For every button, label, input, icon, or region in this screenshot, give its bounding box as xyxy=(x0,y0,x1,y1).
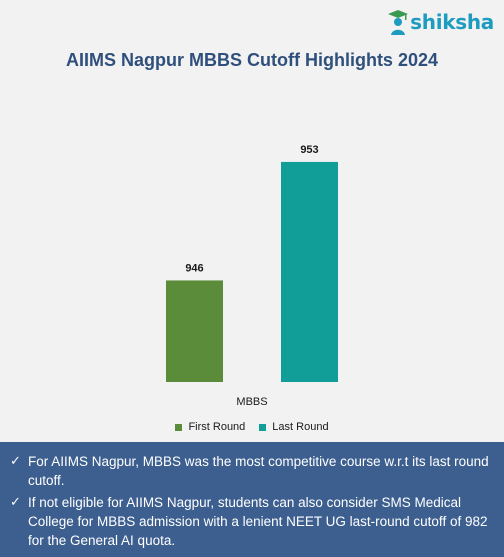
graduate-icon xyxy=(387,8,409,36)
data-label-first-round: 946 xyxy=(185,262,203,274)
bar-last-round xyxy=(281,161,338,382)
note-item: ✓ For AIIMS Nagpur, MBBS was the most co… xyxy=(10,452,496,490)
legend-label-last-round: Last Round xyxy=(272,421,329,433)
shiksha-logo: shiksha xyxy=(387,8,494,36)
notes-panel: ✓ For AIIMS Nagpur, MBBS was the most co… xyxy=(0,442,504,557)
legend-label-first-round: First Round xyxy=(188,421,246,433)
note-text: If not eligible for AIIMS Nagpur, studen… xyxy=(28,495,488,548)
data-label-last-round: 953 xyxy=(300,144,318,156)
legend-item-last-round: Last Round xyxy=(259,421,329,433)
bar-chart: 946 953 MBBS xyxy=(166,144,338,408)
brand-name: shiksha xyxy=(410,10,494,34)
note-text: For AIIMS Nagpur, MBBS was the most comp… xyxy=(28,454,489,488)
category-label: MBBS xyxy=(236,396,267,408)
note-item: ✓ If not eligible for AIIMS Nagpur, stud… xyxy=(10,493,496,550)
legend-swatch-first-round xyxy=(175,423,183,431)
bar-first-round xyxy=(166,280,223,382)
check-icon: ✓ xyxy=(10,495,21,510)
check-icon: ✓ xyxy=(10,454,21,469)
legend: First Round Last Round xyxy=(0,421,504,433)
legend-item-first-round: First Round xyxy=(175,421,245,433)
chart-title: AIIMS Nagpur MBBS Cutoff Highlights 2024 xyxy=(65,50,438,70)
legend-swatch-last-round xyxy=(259,423,267,431)
